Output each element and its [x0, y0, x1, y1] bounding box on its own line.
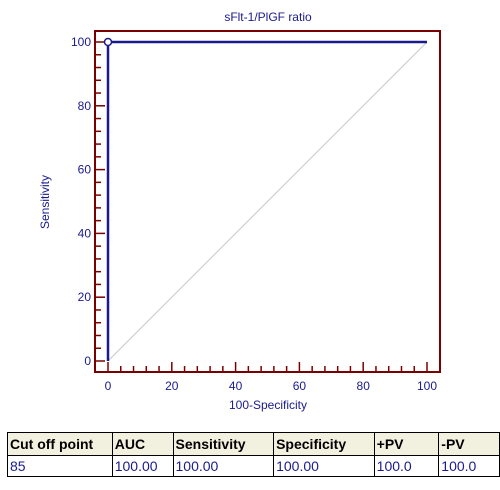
header-specificity: Specificity: [273, 432, 375, 456]
x-axis-label: 100-Specificity: [229, 398, 307, 412]
header-cut-off-point: Cut off point: [7, 432, 113, 456]
header-ppv: +PV: [373, 432, 440, 456]
x-tick-label: 80: [357, 379, 371, 393]
x-tick-label: 0: [105, 379, 112, 393]
table-header-row: Cut off point AUC Sensitivity Specificit…: [7, 432, 500, 456]
header-sensitivity: Sensitivity: [172, 432, 275, 456]
y-tick-label: 20: [78, 290, 92, 304]
cell-auc: 100.00: [111, 455, 174, 477]
cell-cut-off-point: 85: [7, 455, 113, 477]
cell-npv: 100.0: [438, 455, 500, 477]
table-row: 85 100.00 100.00 100.00 100.0 100.0: [7, 455, 500, 477]
y-tick-label: 60: [78, 163, 92, 177]
x-tick-label: 60: [293, 379, 307, 393]
results-table: Cut off point AUC Sensitivity Specificit…: [7, 432, 500, 477]
y-tick-label: 40: [78, 226, 92, 240]
reference-diagonal: [107, 41, 428, 362]
chart-title: sFlt-1/PlGF ratio: [224, 10, 312, 24]
y-tick-label: 100: [71, 35, 91, 49]
x-tick-label: 40: [229, 379, 243, 393]
roc-chart: sFlt-1/PlGF ratio 0 20 40 60 80 100 0 20 40 60 80 1…: [38, 10, 441, 412]
x-tick-label: 20: [165, 379, 179, 393]
header-auc: AUC: [111, 432, 174, 456]
y-axis-label: Sensitivity: [38, 175, 52, 229]
cell-sensitivity: 100.00: [172, 455, 275, 477]
plot-frame: [94, 30, 441, 373]
cutoff-point-marker: [103, 37, 113, 47]
x-tick-label: 100: [417, 379, 437, 393]
header-npv: -PV: [438, 432, 500, 456]
cell-specificity: 100.00: [273, 455, 375, 477]
y-tick-label: 0: [84, 354, 91, 368]
plot-area: 0 20 40 60 80 100 0 20 40 60 80 100: [71, 30, 441, 393]
y-tick-label: 80: [78, 99, 92, 113]
cell-ppv: 100.0: [373, 455, 440, 477]
